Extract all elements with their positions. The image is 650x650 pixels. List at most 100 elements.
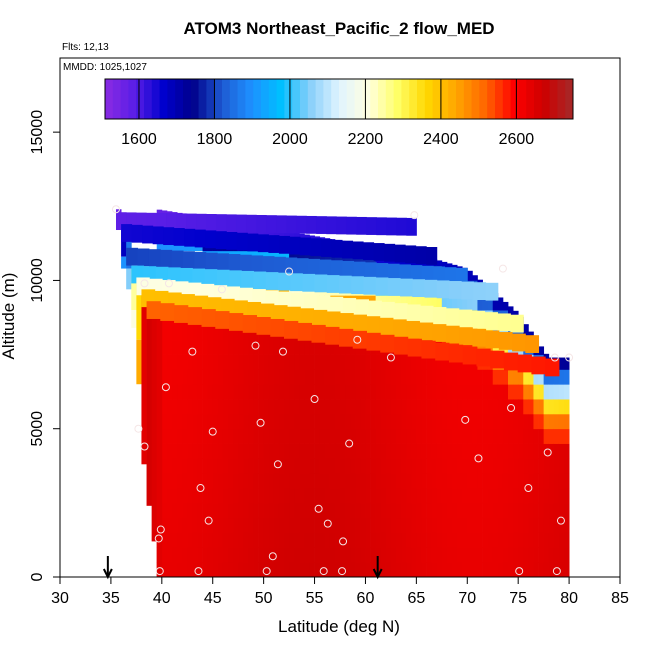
heatmap-cell — [441, 384, 448, 400]
x-tick-label: 70 — [458, 590, 476, 607]
band-cell — [517, 354, 532, 373]
band-cell — [336, 216, 347, 235]
heatmap-cell — [334, 428, 341, 444]
heatmap-cell — [365, 428, 371, 444]
heatmap-cell — [345, 517, 351, 533]
colorbar-segment — [401, 79, 410, 119]
band-cell — [215, 231, 227, 249]
heatmap-cell — [294, 399, 300, 415]
heatmap-cell — [207, 473, 214, 489]
band-cell — [525, 335, 540, 353]
heatmap-cell — [396, 354, 402, 370]
heatmap-cell — [396, 547, 402, 563]
heatmap-cell — [278, 354, 285, 370]
heatmap-cell — [212, 324, 219, 341]
band-cell — [285, 257, 298, 276]
band-cell — [376, 263, 389, 281]
band-cell — [226, 214, 237, 233]
heatmap-cell — [314, 384, 321, 400]
heatmap-cell — [248, 384, 254, 400]
heatmap-cell — [416, 369, 422, 385]
heatmap-cell — [217, 413, 224, 430]
heatmap-cell — [518, 399, 524, 415]
heatmap-cell — [421, 502, 427, 519]
heatmap-cell — [452, 502, 458, 519]
band-cell — [229, 270, 242, 289]
heatmap-cell — [538, 428, 545, 444]
sample-point — [498, 264, 507, 273]
x-tick-label: 30 — [51, 590, 69, 607]
heatmap-cell — [462, 443, 468, 459]
heatmap-cell — [497, 399, 504, 415]
band-cell — [346, 216, 357, 235]
heatmap-cell — [177, 339, 183, 355]
heatmap-cell — [309, 384, 315, 400]
heatmap-cell — [528, 428, 534, 444]
heatmap-cell — [228, 384, 234, 400]
heatmap-cell — [187, 458, 193, 474]
heatmap-cell — [553, 517, 560, 533]
heatmap-cell — [212, 547, 219, 563]
heatmap-cell — [497, 384, 504, 400]
heatmap-cell — [238, 443, 244, 459]
band-cell — [421, 265, 434, 284]
heatmap-cell — [238, 354, 244, 370]
heatmap-cell — [421, 458, 427, 474]
heatmap-cell — [284, 339, 290, 355]
colorbar-segment — [526, 79, 535, 119]
heatmap-cell — [329, 547, 336, 563]
heatmap-cell — [421, 562, 427, 578]
sample-point — [140, 279, 149, 288]
heatmap-cell — [558, 384, 565, 400]
heatmap-cell — [390, 384, 397, 400]
sample-point — [285, 267, 294, 276]
band-cell — [284, 320, 299, 339]
heatmap-cell — [299, 428, 305, 444]
heatmap-cell — [426, 562, 433, 578]
heatmap-cell — [182, 428, 188, 444]
heatmap-cell — [345, 547, 351, 563]
heatmap-cell — [406, 384, 412, 400]
colorbar-segment — [463, 79, 473, 119]
heatmap-cell — [217, 458, 224, 474]
heatmap-cell — [314, 502, 321, 519]
heatmap-cell — [345, 399, 351, 415]
heatmap-cell — [380, 369, 387, 385]
heatmap-cell — [462, 547, 468, 563]
heatmap-cell — [492, 295, 499, 311]
heatmap-cell — [238, 324, 244, 341]
heatmap-cell — [263, 473, 270, 489]
heatmap-cell — [543, 413, 550, 430]
band-cell — [472, 328, 487, 347]
heatmap-cell — [457, 458, 463, 474]
heatmap-cell — [319, 488, 326, 504]
heatmap-cell — [528, 384, 534, 400]
band-cell — [241, 270, 254, 289]
heatmap-cell — [564, 562, 570, 578]
sample-point — [196, 484, 205, 493]
heatmap-cell — [492, 399, 499, 415]
sample-point — [164, 279, 173, 288]
heatmap-cell — [329, 339, 336, 355]
heatmap-cell — [187, 502, 193, 519]
heatmap-cell — [278, 428, 285, 444]
heatmap-cell — [278, 488, 285, 504]
heatmap-cell — [187, 517, 193, 533]
heatmap-cell — [304, 234, 310, 237]
heatmap-cell — [248, 547, 254, 563]
heatmap-cell — [558, 357, 565, 370]
heatmap-cell — [426, 384, 433, 400]
heatmap-cell — [467, 270, 473, 281]
colorbar-segment — [307, 79, 317, 119]
band-cell — [330, 260, 343, 279]
heatmap-cell — [243, 488, 249, 504]
heatmap-cell — [411, 458, 417, 474]
heatmap-cell — [177, 458, 183, 474]
heatmap-cell — [462, 295, 468, 311]
heatmap-cell — [360, 354, 366, 370]
heatmap-cell — [365, 473, 371, 489]
heatmap-cell — [502, 562, 509, 578]
heatmap-cell — [426, 399, 433, 415]
heatmap-cell — [207, 443, 214, 459]
heatmap-cell — [538, 473, 545, 489]
